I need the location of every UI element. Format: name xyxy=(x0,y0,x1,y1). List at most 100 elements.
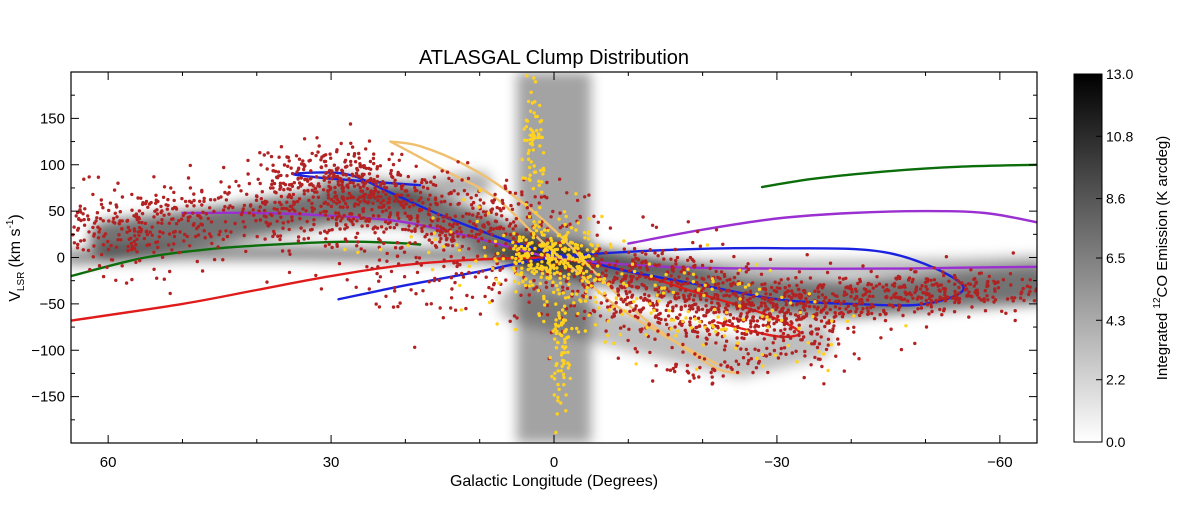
clump-point xyxy=(212,257,217,262)
clump-point xyxy=(72,241,77,245)
clump-point xyxy=(402,250,407,254)
clump-point xyxy=(202,196,206,201)
clump-point xyxy=(943,290,947,294)
clump-point xyxy=(208,198,213,202)
clump-point xyxy=(450,287,454,291)
clump-point xyxy=(532,76,536,80)
clump-point xyxy=(542,233,546,237)
clump-point xyxy=(272,229,276,234)
clump-point xyxy=(366,201,370,205)
clump-point xyxy=(1004,311,1008,315)
clump-point xyxy=(513,240,518,244)
clump-point xyxy=(126,244,130,249)
clump-point xyxy=(744,332,749,336)
clump-point xyxy=(282,163,287,167)
clump-point xyxy=(395,254,400,258)
clump-point xyxy=(527,242,531,246)
clump-point xyxy=(716,302,721,306)
clump-point xyxy=(671,290,676,295)
clump-point xyxy=(533,136,537,140)
clump-point xyxy=(521,235,525,239)
clump-point xyxy=(86,217,91,222)
clump-point xyxy=(116,238,120,242)
clump-point xyxy=(406,174,410,179)
clump-point xyxy=(524,125,529,129)
clump-point xyxy=(461,214,465,219)
clump-point xyxy=(797,326,801,331)
clump-point xyxy=(711,325,716,329)
clump-point xyxy=(512,231,516,236)
clump-point xyxy=(866,283,870,287)
clump-point xyxy=(779,334,783,339)
clump-point xyxy=(262,153,266,157)
clump-point xyxy=(921,290,925,295)
clump-point xyxy=(924,291,929,295)
clump-point xyxy=(581,262,585,266)
clump-point xyxy=(425,302,429,306)
clump-point xyxy=(406,193,410,198)
clump-point xyxy=(101,243,106,247)
clump-point xyxy=(327,174,331,178)
clump-point xyxy=(934,300,938,304)
clump-point xyxy=(804,304,808,308)
clump-point xyxy=(396,304,400,309)
clump-point xyxy=(245,192,249,196)
clump-point xyxy=(207,232,212,236)
clump-point xyxy=(544,285,549,289)
clump-point xyxy=(474,193,478,198)
clump-point xyxy=(279,202,283,207)
clump-point xyxy=(97,230,101,234)
clump-point xyxy=(306,236,311,240)
clump-point xyxy=(597,306,601,310)
clump-point xyxy=(115,215,119,219)
clump-point xyxy=(395,222,399,227)
clump-point xyxy=(745,314,749,319)
clump-point xyxy=(957,291,961,295)
clump-point xyxy=(160,209,164,213)
clump-point xyxy=(265,167,269,171)
clump-point xyxy=(925,303,930,307)
colorbar-ticks: 13.010.88.66.54.32.20.0 xyxy=(1096,66,1133,450)
clump-point xyxy=(584,269,589,274)
clump-point xyxy=(972,277,976,282)
clump-point xyxy=(639,296,643,300)
clump-point xyxy=(705,310,709,315)
clump-point xyxy=(555,253,559,257)
clump-point xyxy=(529,160,533,164)
clump-point xyxy=(819,319,824,323)
clump-point xyxy=(455,243,459,247)
clump-point xyxy=(302,137,307,141)
clump-point xyxy=(478,198,482,202)
clump-point xyxy=(348,180,352,185)
clump-point xyxy=(338,205,342,209)
y-axis-label-sub: LSR xyxy=(16,272,27,291)
clump-point xyxy=(258,205,262,209)
clump-point xyxy=(693,352,697,356)
clump-point xyxy=(691,240,695,245)
clump-point xyxy=(254,198,259,202)
clump-point xyxy=(196,213,200,218)
clump-point xyxy=(495,261,499,266)
clump-point xyxy=(375,179,379,184)
clump-point xyxy=(527,177,531,181)
clump-point xyxy=(483,254,487,258)
clump-point xyxy=(449,190,453,195)
clump-point xyxy=(825,270,830,275)
clump-point xyxy=(648,350,652,355)
clump-point xyxy=(429,302,433,306)
clump-point xyxy=(88,267,92,272)
clump-point xyxy=(335,223,339,227)
clump-point xyxy=(410,229,414,233)
clump-points xyxy=(71,74,1037,435)
clump-point xyxy=(632,269,637,274)
clump-point xyxy=(343,247,347,252)
clump-point xyxy=(953,282,957,286)
clump-point xyxy=(315,136,319,140)
clump-point xyxy=(711,279,715,284)
clump-point xyxy=(515,248,519,252)
clump-point xyxy=(365,265,369,269)
clump-point xyxy=(776,356,781,360)
clump-point xyxy=(448,202,453,207)
clump-point xyxy=(744,270,748,274)
clump-point xyxy=(956,279,960,283)
